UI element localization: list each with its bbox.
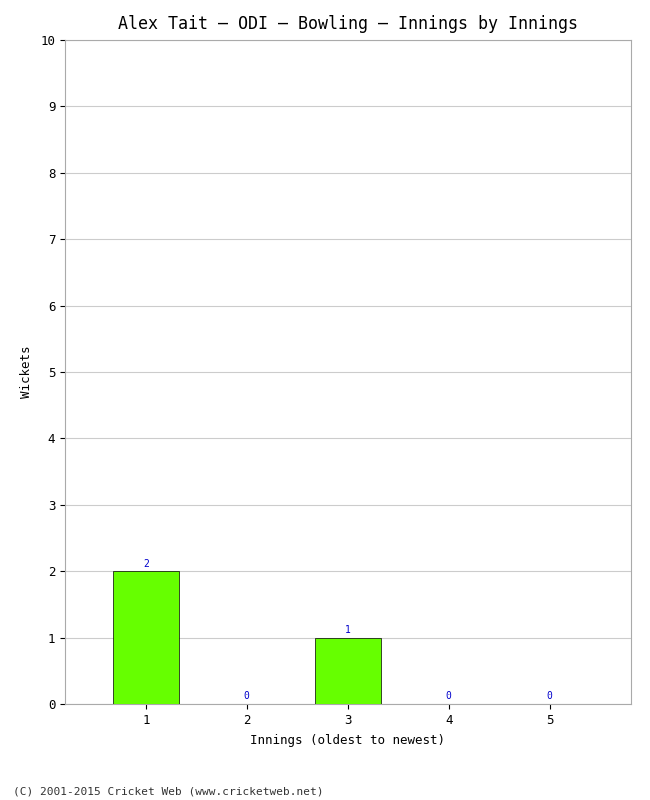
Text: 0: 0	[446, 691, 452, 702]
Title: Alex Tait – ODI – Bowling – Innings by Innings: Alex Tait – ODI – Bowling – Innings by I…	[118, 15, 578, 33]
Text: (C) 2001-2015 Cricket Web (www.cricketweb.net): (C) 2001-2015 Cricket Web (www.cricketwe…	[13, 786, 324, 796]
Y-axis label: Wickets: Wickets	[20, 346, 33, 398]
Bar	[113, 571, 179, 704]
Text: 0: 0	[547, 691, 552, 702]
Text: 1: 1	[344, 625, 351, 635]
Text: 0: 0	[244, 691, 250, 702]
Bar	[315, 638, 380, 704]
X-axis label: Innings (oldest to newest): Innings (oldest to newest)	[250, 734, 445, 746]
Text: 2: 2	[143, 558, 149, 569]
